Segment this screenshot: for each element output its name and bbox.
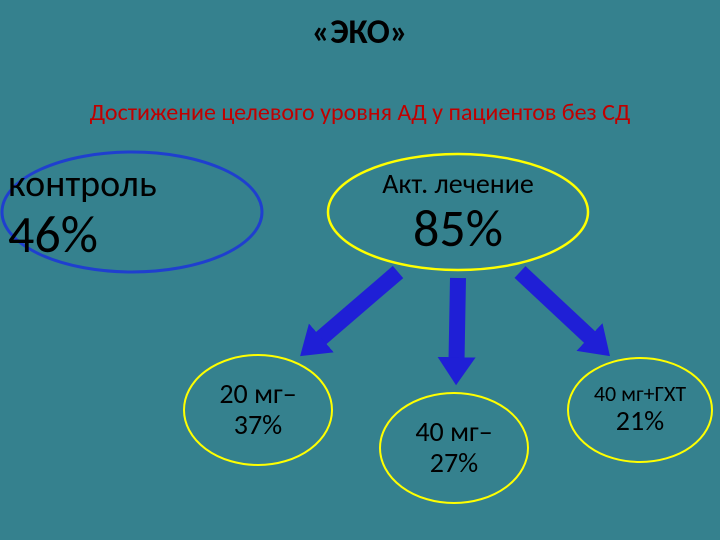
node-control: контроль 46% bbox=[2, 164, 262, 263]
diagram-svg bbox=[0, 0, 720, 540]
node-child-left: 20 мг– 37% bbox=[184, 379, 332, 441]
node-child-right: 40 мг+ГХТ 21% bbox=[568, 382, 712, 437]
arrow bbox=[311, 272, 398, 347]
node-child-mid-line2: 27% bbox=[380, 448, 528, 479]
node-control-value: 46% bbox=[8, 206, 262, 263]
slide-title: «ЭКО» bbox=[0, 12, 720, 53]
node-child-left-line2: 37% bbox=[184, 410, 332, 441]
node-child-mid: 40 мг– 27% bbox=[380, 417, 528, 479]
arrow bbox=[520, 272, 600, 347]
node-child-right-line2: 21% bbox=[568, 406, 712, 437]
slide: «ЭКО» Достижение целевого уровня АД у па… bbox=[0, 0, 720, 540]
slide-subtitle-text: Достижение целевого уровня АД у пациенто… bbox=[90, 98, 631, 127]
slide-title-text: «ЭКО» bbox=[312, 12, 408, 53]
node-active: Акт. лечение 85% bbox=[328, 169, 588, 257]
arrows-group bbox=[311, 272, 600, 371]
slide-subtitle: Достижение целевого уровня АД у пациенто… bbox=[0, 98, 720, 127]
node-child-mid-line1: 40 мг– bbox=[380, 417, 528, 448]
arrow bbox=[456, 278, 458, 371]
node-child-left-line1: 20 мг– bbox=[184, 379, 332, 410]
node-control-label: контроль bbox=[8, 164, 262, 206]
node-active-value: 85% bbox=[328, 200, 588, 257]
